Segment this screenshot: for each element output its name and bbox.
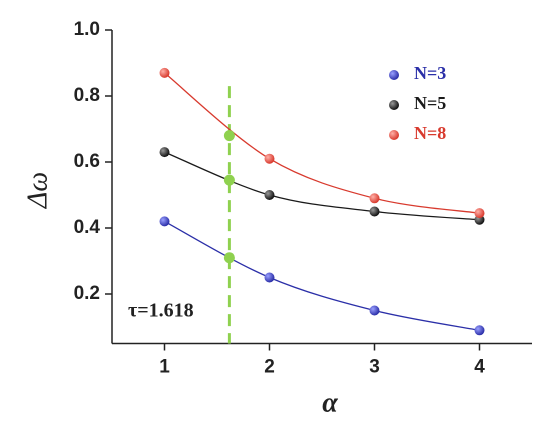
- y-tick-label: 0.4: [74, 217, 101, 238]
- marker: [264, 272, 275, 283]
- y-tick-label: 1.0: [74, 19, 100, 40]
- series-line: [164, 72, 480, 214]
- legend-label: N=8: [414, 123, 446, 143]
- legend-marker: [389, 100, 399, 110]
- x-tick-label: 3: [369, 357, 380, 378]
- marker: [474, 325, 485, 336]
- highlight-point: [223, 174, 235, 186]
- series-line: [164, 151, 480, 221]
- highlight-point: [223, 130, 235, 142]
- marker: [264, 190, 275, 200]
- marker: [159, 147, 170, 158]
- legend-marker: [389, 70, 399, 80]
- marker: [264, 153, 275, 164]
- highlight-point: [223, 252, 235, 264]
- series-line: [164, 220, 480, 331]
- marker: [369, 193, 380, 204]
- y-tick-label: 0.8: [74, 85, 100, 106]
- y-tick-label: 0.6: [74, 151, 100, 172]
- marker: [369, 206, 380, 217]
- marker: [159, 216, 170, 227]
- legend-label: N=3: [414, 63, 446, 83]
- x-tick-label: 4: [474, 357, 485, 378]
- x-axis-label: α: [322, 387, 338, 418]
- annotation: τ=1.618: [128, 300, 194, 322]
- x-tick-label: 1: [159, 357, 170, 378]
- marker: [369, 305, 380, 316]
- y-axis-label: Δω: [22, 172, 53, 209]
- legend-label: N=5: [414, 93, 446, 113]
- x-tick-label: 2: [264, 357, 275, 378]
- marker: [474, 208, 485, 219]
- y-tick-label: 0.2: [74, 283, 100, 304]
- legend-marker: [389, 130, 399, 140]
- marker: [159, 67, 170, 78]
